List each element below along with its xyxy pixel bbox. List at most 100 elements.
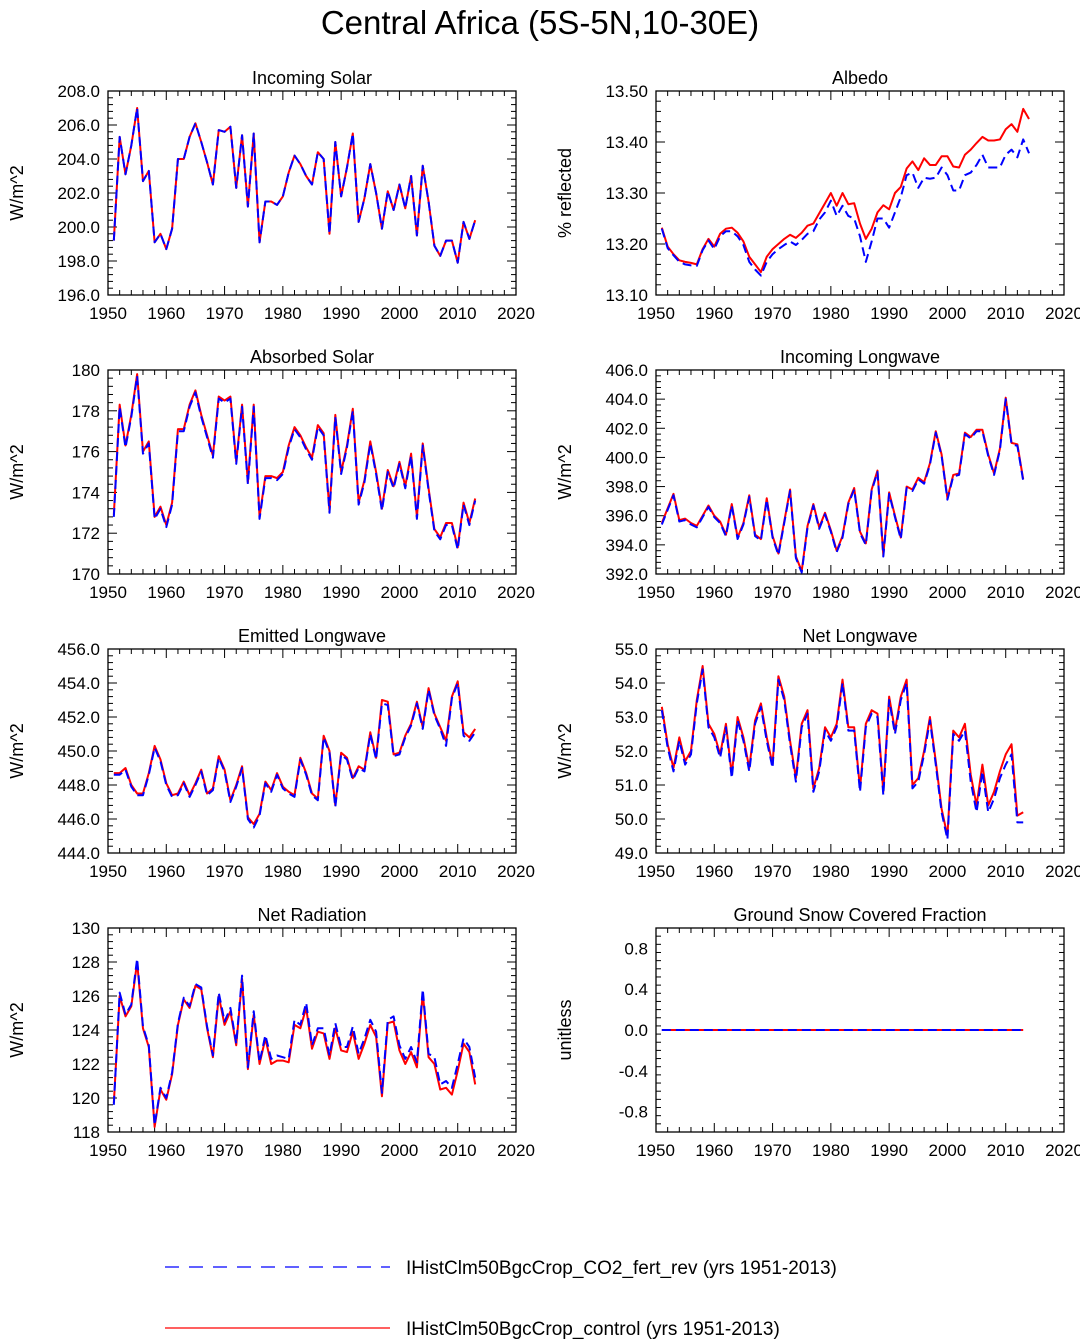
x-tick-label: 2010 <box>987 583 1025 602</box>
y-axis-label: unitless <box>555 999 575 1060</box>
x-tick-label: 2020 <box>497 862 535 881</box>
series-line-control <box>660 665 1024 837</box>
panel-ground-snow-covered-fraction: Ground Snow Covered Fraction unitless 1950… <box>555 905 1080 1160</box>
plot-frame <box>655 927 1065 1133</box>
y-axis-label: W/m^2 <box>555 723 575 778</box>
panel-incoming-solar: Incoming Solar W/m^2 1950 1960 1970 1980 1990 2… <box>7 68 535 323</box>
x-tick-label: 2000 <box>381 862 419 881</box>
x-tick-label: 1980 <box>264 862 302 881</box>
x-tick-label: 1960 <box>147 304 185 323</box>
x-tick-label: 1970 <box>754 304 792 323</box>
x-tick-label: 2020 <box>497 1141 535 1160</box>
panel-absorbed-solar: Absorbed Solar W/m^2 1950 1960 1970 1980 1990 2… <box>7 347 535 602</box>
y-tick-label: 392.0 <box>605 565 648 584</box>
y-tick-label: 120 <box>72 1089 100 1108</box>
y-axis-label: W/m^2 <box>7 723 27 778</box>
y-tick-label: 198.0 <box>57 252 100 271</box>
x-tick-label: 2020 <box>1045 583 1080 602</box>
x-tick-label: 1980 <box>264 583 302 602</box>
x-tick-label: 2020 <box>497 304 535 323</box>
y-tick-label: 130 <box>72 919 100 938</box>
y-tick-label: 448.0 <box>57 776 100 795</box>
x-tick-label: 2000 <box>929 583 967 602</box>
panel-title: Emitted Longwave <box>238 626 386 646</box>
series-line-co2-fert-rev <box>112 107 477 264</box>
panel-title: Absorbed Solar <box>250 347 374 367</box>
x-tick-label: 1980 <box>264 1141 302 1160</box>
x-tick-label: 2010 <box>439 304 477 323</box>
x-tick-label: 1990 <box>870 304 908 323</box>
y-tick-label: 13.50 <box>605 82 648 101</box>
y-tick-label: 446.0 <box>57 810 100 829</box>
x-tick-label: 1970 <box>754 1141 792 1160</box>
series-line-co2-fert-rev <box>660 398 1025 574</box>
x-tick-label: 2020 <box>1045 862 1080 881</box>
y-tick-label: 118 <box>73 1123 100 1142</box>
x-tick-label: 1990 <box>322 862 360 881</box>
x-tick-label: 1970 <box>206 583 244 602</box>
panel-net-longwave: Net Longwave W/m^2 1950 1960 1970 1980 1990 200… <box>555 626 1080 881</box>
x-tick-label: 2000 <box>381 1141 419 1160</box>
x-tick-label: 2020 <box>1045 304 1080 323</box>
y-tick-label: 444.0 <box>57 844 100 863</box>
panel-title: Net Longwave <box>802 626 917 646</box>
x-tick-label: 1960 <box>695 1141 733 1160</box>
y-tick-label: 13.40 <box>605 133 648 152</box>
y-tick-label: 196.0 <box>57 286 100 305</box>
y-tick-label: 174 <box>72 483 100 502</box>
x-tick-label: 1970 <box>206 862 244 881</box>
x-tick-label: 2010 <box>439 583 477 602</box>
x-tick-label: 1980 <box>812 862 850 881</box>
legend-item-control: IHistClm50BgcCrop_control (yrs 1951-2013… <box>165 1319 780 1340</box>
panel-title: Incoming Solar <box>252 68 372 88</box>
y-tick-label: 54.0 <box>615 674 648 693</box>
x-tick-label: 2000 <box>381 583 419 602</box>
y-axis-label: W/m^2 <box>7 444 27 499</box>
x-tick-label: 1950 <box>89 583 127 602</box>
x-tick-label: 2010 <box>987 862 1025 881</box>
y-tick-label: 452.0 <box>57 708 100 727</box>
x-tick-label: 1970 <box>206 304 244 323</box>
x-tick-label: 1980 <box>812 583 850 602</box>
x-tick-label: 1980 <box>812 1141 850 1160</box>
y-tick-label: 172 <box>72 524 100 543</box>
x-tick-label: 1950 <box>89 862 127 881</box>
series-line-co2-fert-rev <box>112 957 477 1127</box>
panel-title: Incoming Longwave <box>780 347 940 367</box>
y-tick-label: 51.0 <box>615 776 648 795</box>
x-tick-label: 1950 <box>637 583 675 602</box>
plot-frame <box>655 369 1065 575</box>
x-tick-label: 2010 <box>987 1141 1025 1160</box>
y-tick-label: 406.0 <box>605 361 648 380</box>
legend: IHistClm50BgcCrop_CO2_fert_rev (yrs 1951… <box>165 1258 837 1340</box>
x-tick-label: 1960 <box>695 583 733 602</box>
x-tick-label: 1980 <box>812 304 850 323</box>
x-tick-label: 1990 <box>322 1141 360 1160</box>
y-tick-label: 396.0 <box>605 507 648 526</box>
x-tick-label: 1990 <box>870 862 908 881</box>
y-tick-label: 200.0 <box>57 218 100 237</box>
x-tick-label: 2000 <box>929 304 967 323</box>
y-tick-label: 454.0 <box>57 674 100 693</box>
y-tick-label: 170 <box>72 565 100 584</box>
y-tick-label: 402.0 <box>605 419 648 438</box>
x-tick-label: 1990 <box>870 1141 908 1160</box>
legend-item-co2-fert-rev: IHistClm50BgcCrop_CO2_fert_rev (yrs 1951… <box>165 1258 837 1279</box>
x-tick-label: 1950 <box>637 862 675 881</box>
panel-net-radiation: Net Radiation W/m^2 1950 1960 1970 1980 1990 20… <box>7 905 535 1160</box>
y-tick-label: 208.0 <box>57 82 100 101</box>
y-tick-label: 178 <box>72 402 100 421</box>
series-line-co2-fert-rev <box>660 138 1030 277</box>
y-axis-label: W/m^2 <box>7 165 27 220</box>
y-tick-label: 128 <box>72 953 100 972</box>
panel-incoming-longwave: Incoming Longwave W/m^2 1950 1960 1970 1980 19… <box>555 347 1080 602</box>
x-tick-label: 2010 <box>439 862 477 881</box>
panel-title: Ground Snow Covered Fraction <box>733 905 986 925</box>
y-tick-label: -0.8 <box>619 1103 648 1122</box>
x-tick-label: 2000 <box>929 862 967 881</box>
panel-title: Albedo <box>832 68 888 88</box>
x-tick-label: 2010 <box>987 304 1025 323</box>
y-tick-label: 122 <box>72 1055 100 1074</box>
x-tick-label: 1950 <box>89 1141 127 1160</box>
panel-emitted-longwave: Emitted Longwave W/m^2 1950 1960 1970 1980 199… <box>7 626 535 881</box>
